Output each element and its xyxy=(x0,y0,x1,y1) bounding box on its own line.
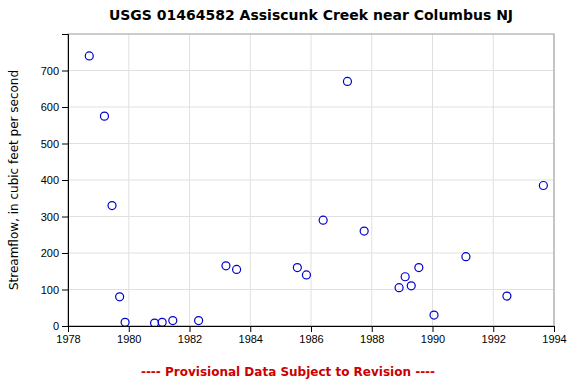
grid-line xyxy=(68,180,554,181)
footer: ---- Provisional Data Subject to Revisio… xyxy=(141,365,435,379)
point xyxy=(195,317,203,325)
tick: 1990 xyxy=(421,326,445,345)
tick-label: 600 xyxy=(41,101,59,113)
point xyxy=(233,265,241,273)
tick-mark xyxy=(190,326,191,332)
tick-label: 0 xyxy=(53,320,59,332)
point xyxy=(395,284,403,292)
tick-mark xyxy=(62,180,68,181)
tick-label: 500 xyxy=(41,138,59,150)
tick-mark xyxy=(372,326,373,332)
tick: 1986 xyxy=(299,326,323,345)
grid-line xyxy=(68,289,554,290)
tick-mark xyxy=(433,326,434,332)
tick: 100 xyxy=(41,284,68,296)
tick-label: 1990 xyxy=(421,333,445,345)
grid-line xyxy=(68,107,554,108)
grid-line xyxy=(68,216,554,217)
point xyxy=(222,262,230,270)
tick: 300 xyxy=(41,211,68,223)
tick-mark xyxy=(62,107,68,108)
tick-mark xyxy=(250,326,251,332)
tick-mark xyxy=(129,326,130,332)
tick-label: 1982 xyxy=(178,333,202,345)
tick-mark xyxy=(62,253,68,254)
point xyxy=(401,273,409,281)
grid-line xyxy=(68,253,554,254)
tick: 600 xyxy=(41,101,68,113)
point xyxy=(293,264,301,272)
tick: 0 xyxy=(53,320,68,332)
tick: 1988 xyxy=(360,326,384,345)
point xyxy=(539,181,547,189)
tick-mark xyxy=(62,326,68,327)
point xyxy=(85,52,93,60)
tick-label: 1986 xyxy=(299,333,323,345)
tick-mark xyxy=(554,326,555,332)
point xyxy=(462,253,470,261)
grid xyxy=(68,34,554,326)
tick: 500 xyxy=(41,138,68,150)
points xyxy=(85,52,547,326)
tick-label: 1980 xyxy=(117,333,141,345)
tick-mark xyxy=(311,326,312,332)
title: USGS 01464582 Assiscunk Creek near Colum… xyxy=(109,7,513,23)
tick: 1994 xyxy=(542,326,566,345)
point xyxy=(302,271,310,279)
point xyxy=(407,282,415,290)
tick-mark xyxy=(62,290,68,291)
point xyxy=(343,77,351,85)
tick: 700 xyxy=(41,65,68,77)
tick: 1984 xyxy=(239,326,263,345)
tick-label: 400 xyxy=(41,174,59,186)
tick-label: 700 xyxy=(41,65,59,77)
axis-line xyxy=(62,35,69,327)
point xyxy=(503,292,511,300)
point xyxy=(151,319,159,326)
tick: 1992 xyxy=(482,326,506,345)
tick-label: 1978 xyxy=(56,333,80,345)
x-axis: 1978 1980 1982 1984 1986 1988 1990 1992 1994 xyxy=(56,326,566,345)
tick: 1982 xyxy=(178,326,202,345)
plot-frame xyxy=(68,34,554,326)
point xyxy=(121,318,129,326)
tick-label: 1994 xyxy=(542,333,566,345)
tick-label: 100 xyxy=(41,284,59,296)
point xyxy=(100,112,108,120)
tick-mark xyxy=(493,326,494,332)
grid-line xyxy=(68,143,554,144)
tick: 1978 xyxy=(56,326,80,345)
tick-label: 1988 xyxy=(360,333,384,345)
point xyxy=(116,293,124,301)
tick-label: 200 xyxy=(41,247,59,259)
point xyxy=(430,311,438,319)
tick-mark xyxy=(62,144,68,145)
y-axis-label: Streamflow, in cubic feet per second xyxy=(7,70,21,290)
point xyxy=(158,318,166,326)
point xyxy=(108,202,116,210)
point xyxy=(319,216,327,224)
tick: 400 xyxy=(41,174,68,186)
point xyxy=(169,317,177,325)
tick-mark xyxy=(62,71,68,72)
y-axis: 0 100 200 300 400 500 600 700 xyxy=(41,35,69,333)
grid-line xyxy=(68,70,554,71)
axis-line xyxy=(69,327,555,333)
tick-label: 300 xyxy=(41,211,59,223)
tick-label: 1984 xyxy=(239,333,263,345)
tick-label: 1992 xyxy=(482,333,506,345)
tick: 1980 xyxy=(117,326,141,345)
tick: 200 xyxy=(41,247,68,259)
chart: 1978 1980 1982 1984 1986 1988 1990 1992 1994 0 100… xyxy=(0,0,576,384)
plot: 1978 1980 1982 1984 1986 1988 1990 1992 1994 0 100… xyxy=(41,34,567,345)
point xyxy=(415,264,423,272)
tick-mark xyxy=(62,217,68,218)
point xyxy=(360,227,368,235)
